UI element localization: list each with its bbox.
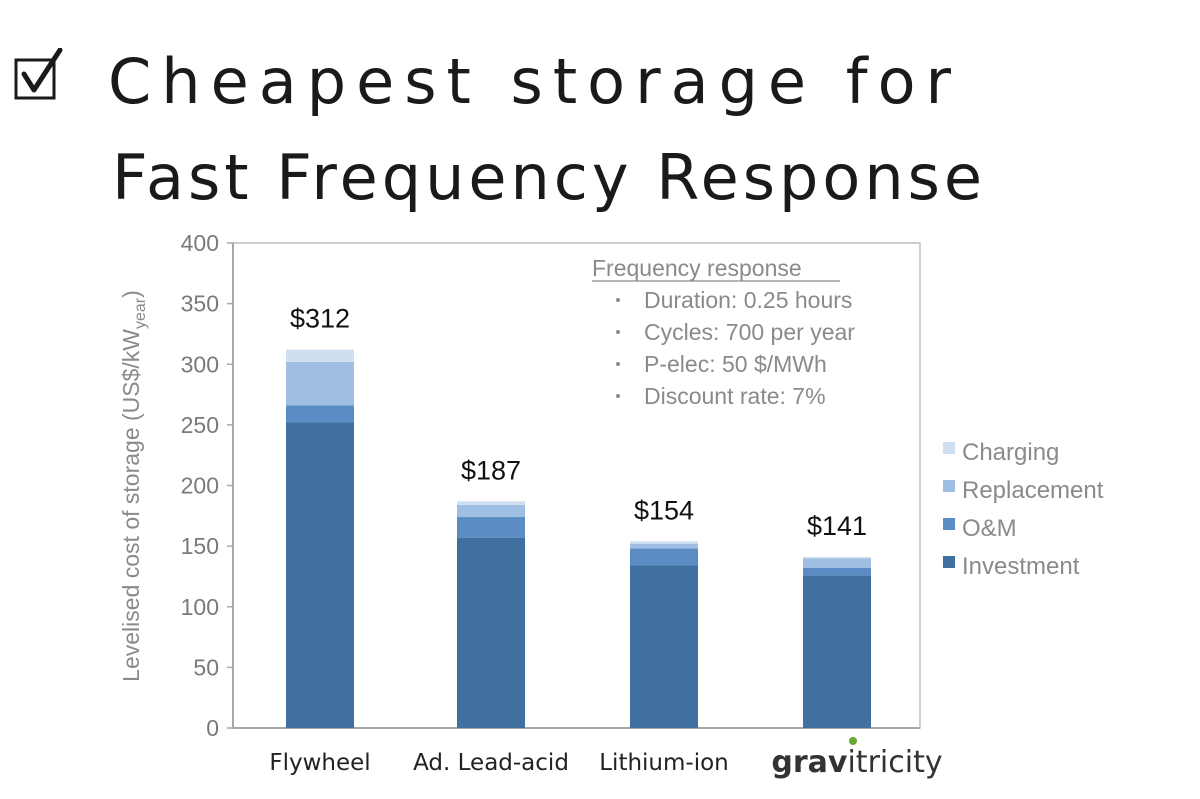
title-line-2: Fast Frequency Response bbox=[112, 141, 987, 214]
bar-segment-replacement bbox=[803, 558, 871, 568]
legend-label: Investment bbox=[962, 553, 1080, 580]
y-tick-label: 150 bbox=[181, 533, 219, 559]
page-title: Cheapest storage for Fast Frequency Resp… bbox=[108, 34, 986, 226]
annotation-item: Duration: 0.25 hours bbox=[644, 287, 852, 313]
bar-segment-investment bbox=[803, 575, 871, 728]
y-tick-label: 100 bbox=[181, 594, 219, 620]
annotation-bullet bbox=[616, 394, 620, 398]
legend-label: Replacement bbox=[962, 477, 1104, 504]
legend-label: Charging bbox=[962, 439, 1059, 466]
legend-swatch-investment bbox=[943, 556, 955, 568]
bar-segment-charging bbox=[286, 349, 354, 362]
y-tick-label: 250 bbox=[181, 412, 219, 438]
annotation-bullet bbox=[616, 298, 620, 302]
annotation-heading: Frequency response bbox=[592, 255, 802, 281]
checkbox-checked-icon bbox=[14, 48, 63, 100]
legend-swatch-charging bbox=[943, 442, 955, 454]
title-line-1: Cheapest storage for bbox=[108, 45, 962, 118]
bar-segment-charging bbox=[457, 501, 525, 505]
y-tick-label: 300 bbox=[181, 351, 219, 377]
bar-segment-investment bbox=[286, 422, 354, 728]
bar-segment-replacement bbox=[286, 361, 354, 406]
bar-segment-investment bbox=[457, 537, 525, 728]
bar-segment-om bbox=[630, 548, 698, 566]
bar-segment-replacement bbox=[457, 504, 525, 518]
annotation-item: Discount rate: 7% bbox=[644, 383, 826, 409]
annotation-item: Cycles: 700 per year bbox=[644, 319, 855, 345]
y-tick-label: 50 bbox=[193, 654, 219, 680]
bar-segment-om bbox=[286, 405, 354, 423]
legend-swatch-replacement bbox=[943, 480, 955, 492]
total-label: $312 bbox=[290, 304, 350, 334]
category-label: Ad. Lead-acid bbox=[413, 750, 569, 776]
category-label-gravitricity: gravitricity bbox=[771, 745, 942, 780]
annotation-item: P-elec: 50 $/MWh bbox=[644, 351, 827, 377]
y-axis-label: Levelised cost of storage (US$/kWyear) bbox=[118, 290, 149, 682]
total-label: $154 bbox=[634, 495, 694, 525]
y-tick-label: 350 bbox=[181, 291, 219, 317]
annotation-bullet bbox=[616, 362, 620, 366]
bar-segment-replacement bbox=[630, 543, 698, 549]
annotation-bullet bbox=[616, 330, 620, 334]
bar-segment-charging bbox=[630, 541, 698, 544]
y-tick-label: 0 bbox=[206, 715, 219, 741]
y-tick-label: 400 bbox=[181, 230, 219, 256]
bar-segment-charging bbox=[803, 557, 871, 559]
legend-swatch-om bbox=[943, 518, 955, 530]
y-tick-label: 200 bbox=[181, 473, 219, 499]
category-label: Lithium-ion bbox=[599, 750, 729, 776]
bar-segment-investment bbox=[630, 565, 698, 728]
legend-label: O&M bbox=[962, 515, 1017, 542]
category-label: Flywheel bbox=[269, 750, 370, 776]
total-label: $141 bbox=[807, 511, 867, 541]
total-label: $187 bbox=[461, 455, 521, 485]
bar-segment-om bbox=[457, 517, 525, 538]
gravitricity-dot-icon bbox=[849, 737, 857, 745]
bar-segment-om bbox=[803, 567, 871, 576]
